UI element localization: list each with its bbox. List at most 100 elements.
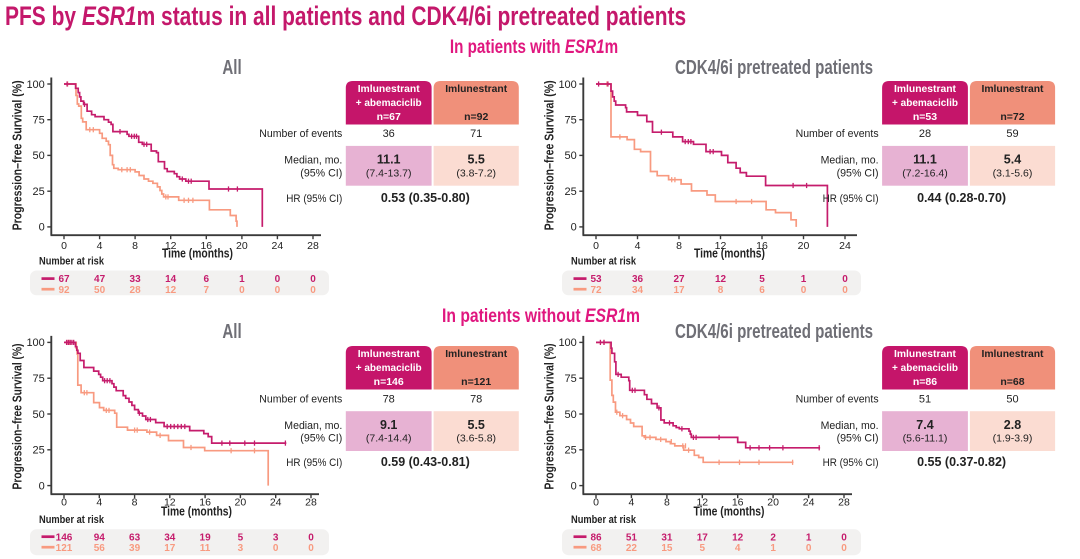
svg-text:146: 146	[56, 532, 73, 543]
svg-text:8: 8	[676, 240, 682, 252]
svg-text:5.5: 5.5	[468, 153, 485, 167]
svg-text:3: 3	[238, 543, 244, 554]
svg-text:53: 53	[590, 274, 602, 285]
svg-text:0: 0	[275, 274, 281, 285]
svg-text:Number at risk: Number at risk	[571, 256, 637, 268]
svg-text:36: 36	[632, 274, 644, 285]
svg-text:Time (months): Time (months)	[161, 504, 232, 519]
svg-text:22: 22	[626, 543, 638, 554]
svg-text:100: 100	[26, 337, 44, 349]
svg-text:Number of events: Number of events	[796, 393, 879, 405]
svg-text:Number of events: Number of events	[796, 128, 879, 140]
svg-text:100: 100	[558, 79, 576, 91]
svg-text:(95% CI): (95% CI)	[837, 433, 879, 445]
svg-text:16: 16	[200, 240, 212, 252]
svg-text:n=146: n=146	[374, 376, 404, 388]
svg-text:8: 8	[664, 496, 670, 508]
svg-text:0: 0	[593, 240, 599, 252]
svg-text:50: 50	[1006, 393, 1018, 405]
svg-text:50: 50	[565, 409, 577, 421]
svg-text:2: 2	[770, 532, 776, 543]
svg-text:(7.2-16.4): (7.2-16.4)	[902, 168, 948, 180]
svg-text:5: 5	[238, 532, 244, 543]
svg-text:63: 63	[129, 532, 141, 543]
svg-text:6: 6	[759, 285, 765, 296]
svg-text:Imlunestrant: Imlunestrant	[358, 348, 420, 360]
svg-text:39: 39	[129, 543, 141, 554]
svg-text:+ abemaciclib: + abemaciclib	[356, 362, 422, 374]
svg-text:75: 75	[565, 373, 577, 385]
svg-text:Number at risk: Number at risk	[39, 514, 105, 526]
svg-text:0: 0	[310, 285, 316, 296]
svg-text:28: 28	[838, 496, 850, 508]
svg-text:Imlunestrant: Imlunestrant	[982, 348, 1044, 360]
svg-text:0: 0	[806, 543, 812, 554]
svg-text:11: 11	[200, 543, 211, 554]
svg-text:Imlunestrant: Imlunestrant	[445, 83, 507, 95]
svg-text:28: 28	[305, 496, 317, 508]
svg-text:92: 92	[58, 285, 70, 296]
svg-text:0: 0	[61, 496, 67, 508]
svg-text:31: 31	[661, 532, 673, 543]
svg-text:(95% CI): (95% CI)	[300, 433, 342, 445]
svg-text:4: 4	[735, 543, 741, 554]
svg-text:Progression–free Survival (%): Progression–free Survival (%)	[542, 80, 557, 230]
svg-text:HR (95% CI): HR (95% CI)	[823, 193, 879, 205]
svg-text:33: 33	[130, 274, 142, 285]
svg-text:Number of events: Number of events	[259, 128, 342, 140]
svg-text:+ abemaciclib: + abemaciclib	[892, 97, 958, 109]
svg-text:100: 100	[558, 337, 576, 349]
svg-text:5.5: 5.5	[468, 418, 485, 432]
svg-text:17: 17	[697, 532, 709, 543]
svg-text:100: 100	[26, 79, 44, 91]
svg-text:1: 1	[239, 274, 245, 285]
svg-text:59: 59	[1006, 128, 1018, 140]
svg-text:0: 0	[310, 274, 316, 285]
svg-text:67: 67	[58, 274, 70, 285]
svg-text:(7.4-13.7): (7.4-13.7)	[366, 168, 412, 180]
svg-text:78: 78	[470, 393, 482, 405]
svg-text:HR (95% CI): HR (95% CI)	[286, 193, 342, 205]
svg-text:Imlunestrant: Imlunestrant	[358, 83, 420, 95]
svg-text:25: 25	[33, 186, 45, 198]
svg-text:56: 56	[94, 543, 106, 554]
svg-text:75: 75	[565, 115, 577, 127]
svg-text:Progression–free Survival (%): Progression–free Survival (%)	[10, 344, 25, 490]
svg-text:11.1: 11.1	[377, 153, 401, 167]
svg-text:7: 7	[204, 285, 210, 296]
svg-text:68: 68	[590, 543, 602, 554]
svg-text:50: 50	[565, 150, 577, 162]
svg-text:17: 17	[164, 543, 176, 554]
svg-text:Time (months): Time (months)	[162, 246, 233, 261]
svg-text:Median, mo.: Median, mo.	[821, 420, 879, 432]
svg-text:(3.6-5.8): (3.6-5.8)	[456, 433, 496, 445]
svg-text:86: 86	[590, 532, 602, 543]
svg-text:Median, mo.: Median, mo.	[284, 155, 342, 167]
svg-text:(95% CI): (95% CI)	[300, 168, 342, 180]
svg-text:Progression–free Survival (%): Progression–free Survival (%)	[10, 80, 25, 230]
svg-text:0: 0	[239, 285, 245, 296]
svg-text:0: 0	[571, 480, 577, 492]
svg-text:24: 24	[839, 240, 851, 252]
svg-text:34: 34	[632, 285, 644, 296]
svg-text:8: 8	[132, 496, 138, 508]
svg-text:8: 8	[718, 285, 724, 296]
svg-text:0: 0	[801, 285, 807, 296]
svg-text:12: 12	[165, 240, 177, 252]
svg-text:+ abemaciclib: + abemaciclib	[356, 97, 422, 109]
svg-text:19: 19	[200, 532, 212, 543]
svg-text:n=92: n=92	[464, 111, 488, 123]
svg-text:75: 75	[33, 373, 45, 385]
svg-text:0: 0	[39, 480, 45, 492]
svg-text:Number at risk: Number at risk	[39, 256, 105, 268]
svg-text:(95% CI): (95% CI)	[837, 168, 879, 180]
svg-text:Number of events: Number of events	[259, 393, 342, 405]
svg-text:0: 0	[842, 285, 848, 296]
svg-text:0: 0	[841, 543, 847, 554]
svg-text:Time (months): Time (months)	[694, 504, 765, 519]
svg-text:12: 12	[164, 496, 176, 508]
svg-text:0.59 (0.43-0.81): 0.59 (0.43-0.81)	[381, 455, 470, 469]
svg-text:4: 4	[97, 240, 103, 252]
svg-text:1: 1	[801, 274, 807, 285]
svg-text:0: 0	[273, 543, 279, 554]
